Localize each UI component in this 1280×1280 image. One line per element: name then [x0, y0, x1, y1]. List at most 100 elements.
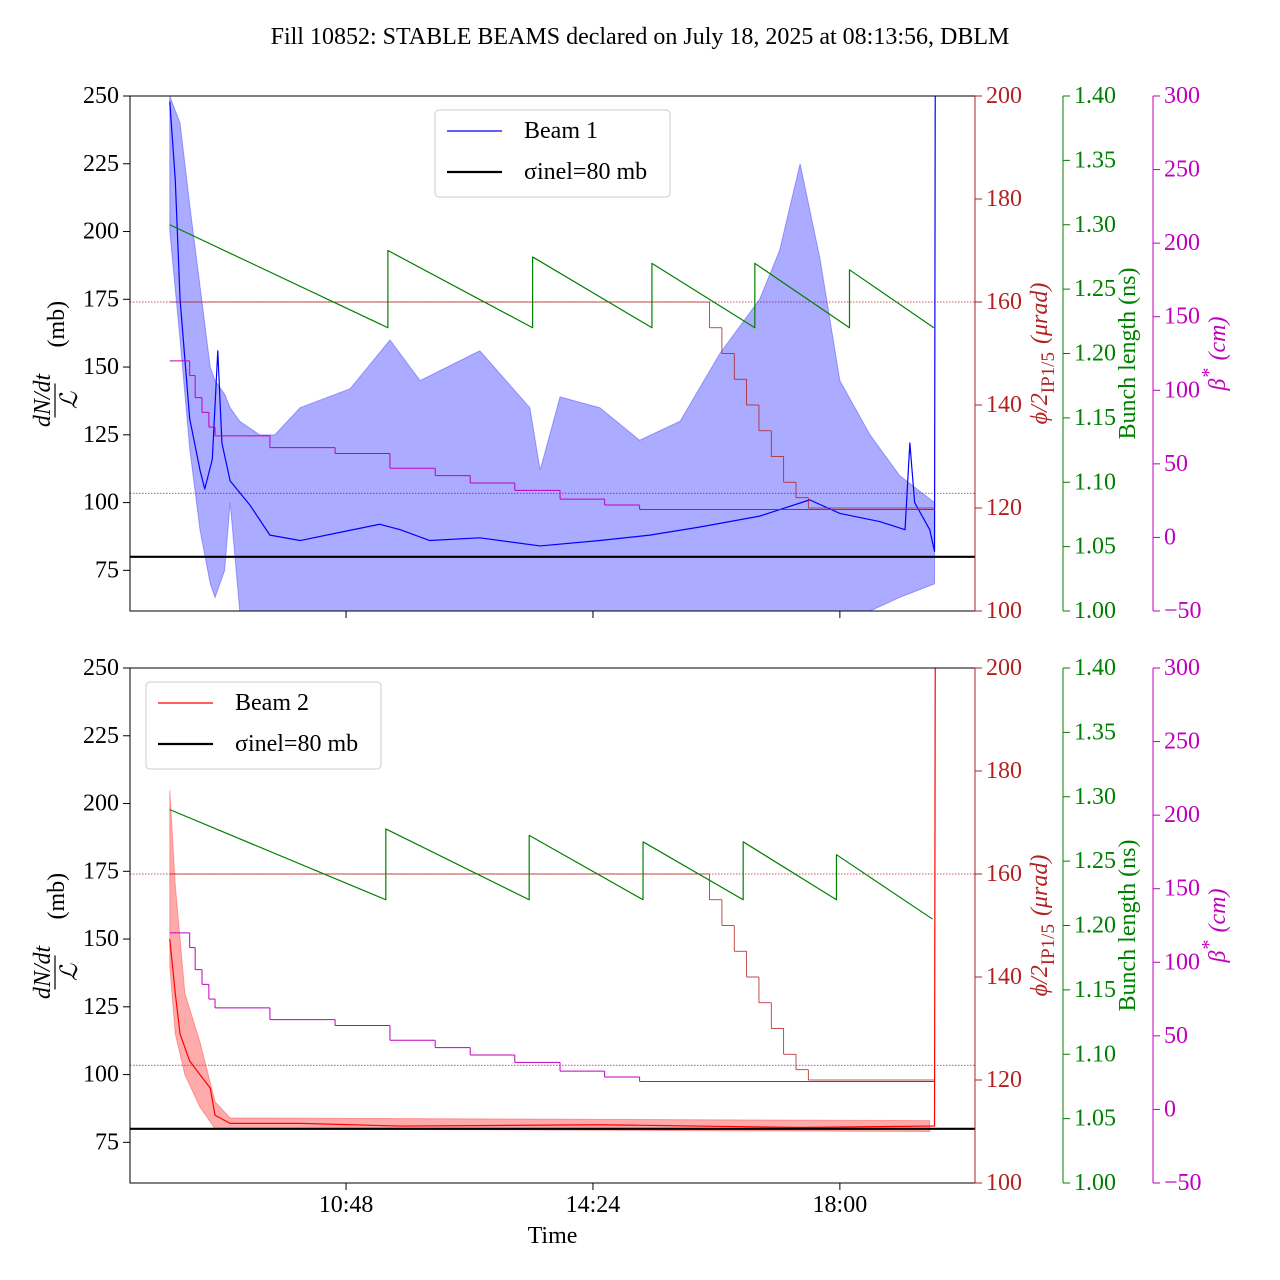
y-tick-label: 1.40 — [1074, 655, 1116, 681]
y-tick-label: 100 — [986, 1170, 1022, 1196]
y-tick-label: 140 — [986, 964, 1022, 990]
spread-band — [169, 96, 936, 611]
y4-label-unit: (cm) — [1205, 889, 1231, 933]
y2-axis-label: ϕ/2IP1/5 (μrad) — [1027, 855, 1059, 997]
y-tick-label: 180 — [986, 186, 1022, 212]
y-tick-label: 300 — [1164, 83, 1200, 109]
y-tick-label: 100 — [83, 490, 119, 516]
x-axis-label: Time — [528, 1223, 578, 1249]
y-tick-label: 75 — [95, 1129, 119, 1155]
x-tick-label: 18:00 — [813, 1192, 868, 1218]
y-tick-label: 1.05 — [1074, 534, 1116, 560]
y-tick-label: 0 — [1164, 524, 1176, 550]
y-tick-label: 200 — [1164, 230, 1200, 256]
y-tick-label: 175 — [83, 286, 119, 312]
y-axis-label: dN/dt ℒ (mb) — [30, 301, 83, 427]
y-tick-label: 225 — [83, 151, 119, 177]
y-tick-label: 150 — [83, 926, 119, 952]
y-tick-label: 100 — [986, 598, 1022, 624]
series-line — [169, 96, 936, 552]
y-label-denominator: ℒ — [57, 963, 83, 981]
y-tick-label: −50 — [1164, 598, 1202, 624]
y2-label-symbol: ϕ/2 — [1027, 393, 1053, 424]
y4-label: β* (cm) — [1198, 317, 1231, 392]
y-tick-label: 50 — [1164, 451, 1188, 477]
y4-label-unit: (cm) — [1205, 317, 1231, 361]
y-tick-label: 1.05 — [1074, 1106, 1116, 1132]
y-tick-label: 200 — [986, 655, 1022, 681]
y4-label-symbol: β — [1205, 378, 1231, 391]
y2-label-symbol: ϕ/2 — [1027, 965, 1053, 996]
y-tick-label: 75 — [95, 557, 119, 583]
legend-label: σinel=80 mb — [524, 159, 647, 185]
y-label-denominator: ℒ — [57, 391, 83, 409]
y-tick-label: 160 — [986, 861, 1022, 887]
y-tick-label: 125 — [83, 994, 119, 1020]
y-tick-label: 200 — [1164, 802, 1200, 828]
y-tick-label: 225 — [83, 723, 119, 749]
x-tick-label: 14:24 — [566, 1192, 621, 1218]
y-axis-label: dN/dt ℒ (mb) — [30, 873, 83, 999]
y-tick-label: 200 — [986, 83, 1022, 109]
y2-label-unit: (μrad) — [1027, 855, 1053, 916]
y-tick-label: 1.30 — [1074, 212, 1116, 238]
legend-label: Beam 1 — [524, 118, 598, 144]
legend-box — [145, 681, 382, 770]
legend-label: σinel=80 mb — [235, 731, 358, 757]
y-tick-label: 1.00 — [1074, 598, 1116, 624]
y-tick-label: 200 — [83, 791, 119, 817]
y2-label-subscript: IP1/5 — [1038, 352, 1059, 393]
y-tick-label: 250 — [1164, 729, 1200, 755]
y-tick-label: 1.10 — [1074, 469, 1116, 495]
y-tick-label: 250 — [1164, 157, 1200, 183]
y4-label-superscript: * — [1198, 941, 1220, 951]
plot-area — [130, 668, 975, 1133]
spread-band — [169, 789, 931, 1133]
y-tick-label: 1.20 — [1074, 913, 1116, 939]
y-tick-label: 200 — [83, 219, 119, 245]
legend-label: Beam 2 — [235, 690, 309, 716]
y-tick-label: 160 — [986, 289, 1022, 315]
y-tick-label: 1.15 — [1074, 977, 1116, 1003]
figure-title: Fill 10852: STABLE BEAMS declared on Jul… — [271, 24, 1010, 50]
plot-area — [130, 96, 975, 611]
y2-label: ϕ/2IP1/5 (μrad) — [1027, 855, 1059, 997]
y-tick-label: 1.10 — [1074, 1041, 1116, 1067]
x-tick-label: 10:48 — [319, 1192, 374, 1218]
y-tick-label: 1.30 — [1074, 784, 1116, 810]
y-tick-label: 1.20 — [1074, 341, 1116, 367]
y-tick-label: 150 — [1164, 304, 1200, 330]
y-tick-label: 125 — [83, 422, 119, 448]
y-tick-label: 150 — [83, 354, 119, 380]
y-tick-label: 50 — [1164, 1023, 1188, 1049]
y-tick-label: 1.35 — [1074, 719, 1116, 745]
y-tick-label: 250 — [83, 83, 119, 109]
y-label-numerator: dN/dt — [30, 372, 56, 427]
series-line — [169, 668, 936, 1129]
y4-label-superscript: * — [1198, 369, 1220, 379]
y-tick-label: 150 — [1164, 876, 1200, 902]
y-tick-label: 120 — [986, 1067, 1022, 1093]
y-tick-label: 180 — [986, 758, 1022, 784]
series-line — [169, 224, 935, 329]
y3-axis-label: Bunch length (ns) — [1115, 268, 1141, 440]
y-tick-label: 1.00 — [1074, 1170, 1116, 1196]
y2-label-subscript: IP1/5 — [1038, 924, 1059, 965]
y-tick-label: 100 — [83, 1062, 119, 1088]
y-tick-label: 120 — [986, 495, 1022, 521]
y-tick-label: 140 — [986, 392, 1022, 418]
y4-label-symbol: β — [1205, 950, 1231, 963]
series-line — [169, 809, 933, 920]
y-tick-label: 100 — [1164, 949, 1200, 975]
y-tick-label: 250 — [83, 655, 119, 681]
y-tick-label: 1.25 — [1074, 848, 1116, 874]
y4-axis-label: β* (cm) — [1198, 889, 1231, 964]
y-tick-label: 1.25 — [1074, 276, 1116, 302]
y-tick-label: 1.35 — [1074, 147, 1116, 173]
y-tick-label: −50 — [1164, 1170, 1202, 1196]
legend-box — [434, 109, 671, 198]
y-tick-label: 100 — [1164, 377, 1200, 403]
